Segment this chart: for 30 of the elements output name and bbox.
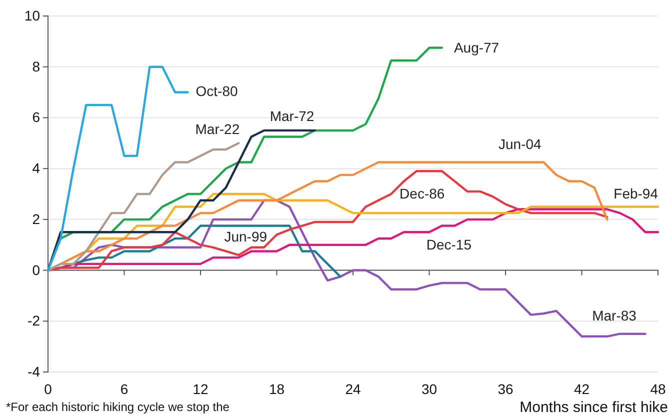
x-tick-label: 48 <box>650 381 666 397</box>
y-tick-label: 0 <box>32 262 40 278</box>
line-series <box>46 66 189 272</box>
series-label: Mar-22 <box>195 120 240 137</box>
x-tick-label: 18 <box>268 381 285 397</box>
x-axis-title: Months since first hike <box>520 399 668 416</box>
y-tick-label: 8 <box>32 58 40 74</box>
series-label: Dec-86 <box>400 186 445 202</box>
series-label: Mar-83 <box>592 308 637 324</box>
y-tick-label: 10 <box>24 7 40 24</box>
text: *For each historic hiking cycle we stop the <box>6 400 230 414</box>
series-label: Jun-99 <box>224 228 268 244</box>
x-tick-label: 6 <box>120 381 128 397</box>
series-label: Dec-15 <box>426 236 472 252</box>
x-tick-label: 42 <box>574 381 590 397</box>
x-tick-label: 12 <box>192 381 208 397</box>
y-tick-label: 6 <box>32 109 40 126</box>
y-tick-label: -4 <box>28 363 40 380</box>
series-label: Feb-94 <box>614 185 658 202</box>
x-tick-label: 36 <box>498 381 514 397</box>
series-label: Oct-80 <box>196 82 238 99</box>
x-tick-label: 0 <box>44 381 52 397</box>
y-tick-label: 4 <box>32 160 40 176</box>
y-tick-label: 2 <box>32 210 40 227</box>
y-tick-label: -2 <box>28 312 40 329</box>
x-tick-label: 30 <box>421 381 438 397</box>
series-label: Jun-04 <box>498 136 542 152</box>
series-label: Mar-72 <box>270 108 314 124</box>
x-tick-label: 24 <box>345 381 361 397</box>
series-label: Aug-77 <box>454 39 500 56</box>
